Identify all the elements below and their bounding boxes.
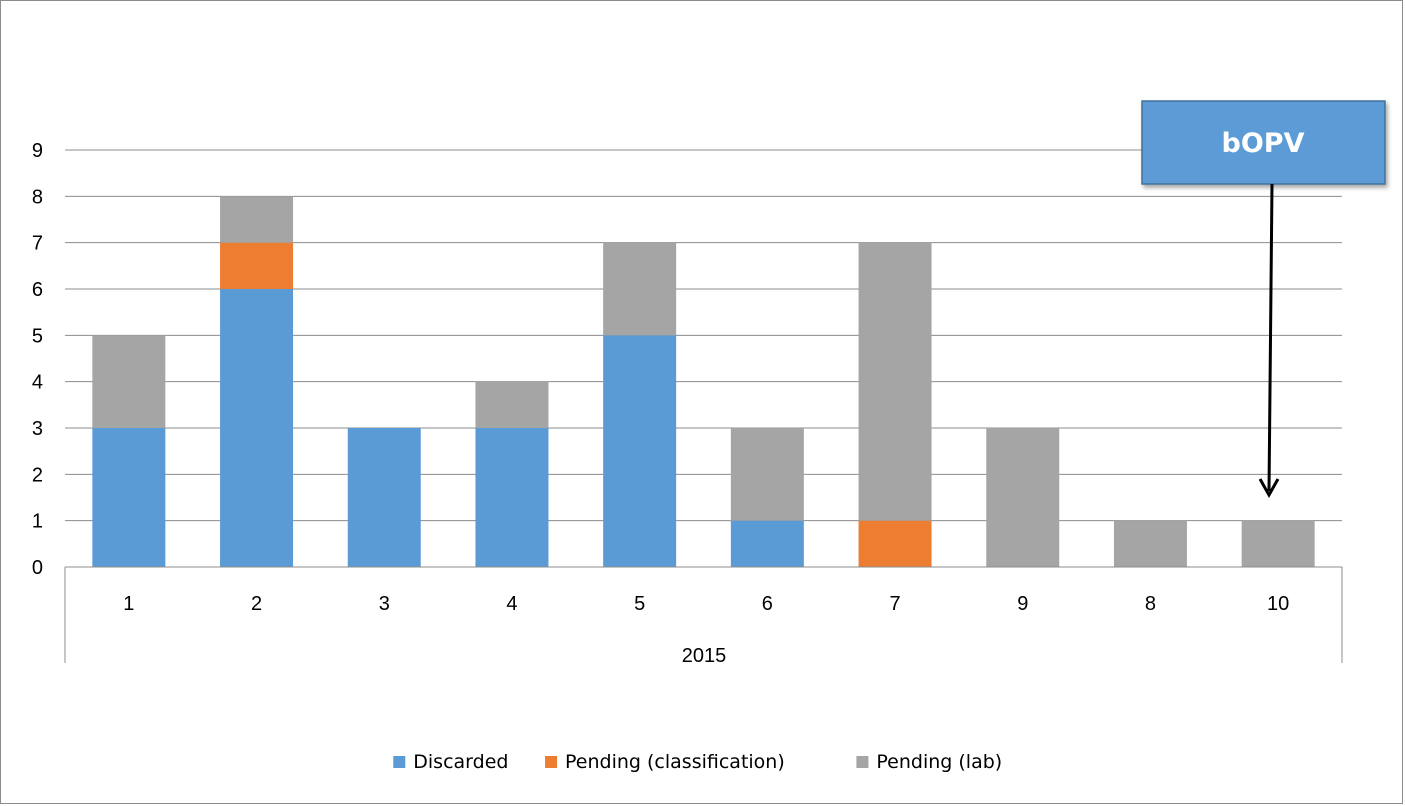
bar-segment bbox=[1113, 520, 1187, 567]
y-tick-label: 8 bbox=[32, 186, 43, 208]
bar-segment bbox=[220, 196, 294, 243]
bar-segment bbox=[92, 335, 166, 428]
y-tick-label: 0 bbox=[32, 557, 43, 579]
bar-segment bbox=[220, 242, 294, 289]
arrow-head-icon bbox=[1258, 478, 1280, 499]
bar-segment bbox=[986, 428, 1060, 567]
legend-label: Discarded bbox=[413, 751, 508, 773]
y-tick-label: 9 bbox=[32, 140, 43, 162]
y-tick-label: 2 bbox=[32, 464, 43, 486]
bar-segment bbox=[730, 428, 804, 521]
y-axis-ticks: 0 1 2 3 4 5 6 7 8 9 bbox=[32, 140, 43, 579]
bopv-callout-text: bOPV bbox=[1222, 128, 1305, 159]
x-tick-label: 2 bbox=[251, 593, 262, 615]
x-axis bbox=[64, 566, 1343, 663]
x-tick-label: 4 bbox=[506, 593, 517, 615]
bar-segment bbox=[603, 242, 677, 336]
x-tick-label: 7 bbox=[889, 593, 900, 615]
bar-segment bbox=[858, 520, 932, 567]
y-tick-label: 7 bbox=[32, 233, 43, 255]
bars bbox=[92, 196, 1315, 567]
annotation: bOPV bbox=[1141, 100, 1386, 499]
x-tick-label: 3 bbox=[379, 593, 390, 615]
legend: Discarded Pending (classification) Pending… bbox=[393, 751, 1002, 773]
x-axis-ticks: 1 2 3 4 5 6 7 9 8 10 bbox=[123, 593, 1289, 615]
legend-label: Pending (classification) bbox=[565, 751, 785, 773]
bar-segment bbox=[1241, 520, 1315, 567]
bar-segment bbox=[475, 428, 549, 567]
x-tick-label: 1 bbox=[123, 593, 134, 615]
legend-swatch bbox=[393, 756, 406, 768]
legend-label: Pending (lab) bbox=[876, 751, 1002, 773]
y-tick-label: 4 bbox=[32, 372, 43, 394]
x-tick-label: 8 bbox=[1145, 593, 1156, 615]
bar-segment bbox=[603, 335, 677, 567]
x-axis-group-label: 2015 bbox=[682, 645, 727, 667]
legend-swatch bbox=[545, 756, 558, 768]
bar-segment bbox=[92, 428, 166, 567]
x-tick-label: 6 bbox=[762, 593, 773, 615]
bar-segment bbox=[347, 428, 421, 567]
arrow-line bbox=[1267, 183, 1274, 492]
bar-segment bbox=[220, 289, 294, 567]
y-tick-label: 3 bbox=[32, 418, 43, 440]
bopv-callout-box bbox=[1141, 100, 1386, 185]
legend-swatch bbox=[856, 756, 869, 768]
y-tick-label: 6 bbox=[32, 279, 43, 301]
y-tick-label: 1 bbox=[32, 511, 43, 533]
bar-segment bbox=[730, 520, 804, 567]
bar-segment bbox=[475, 381, 549, 428]
x-tick-label: 9 bbox=[1017, 593, 1028, 615]
x-tick-label: 10 bbox=[1267, 593, 1289, 615]
bar-segment bbox=[858, 242, 932, 521]
y-tick-label: 5 bbox=[32, 325, 43, 347]
x-tick-label: 5 bbox=[634, 593, 645, 615]
